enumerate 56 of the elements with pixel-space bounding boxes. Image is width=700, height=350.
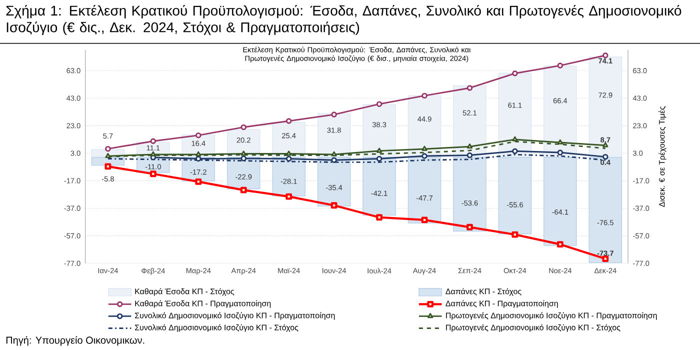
point (421, 216, 428, 224)
point (196, 132, 202, 138)
point (150, 151, 156, 156)
point (286, 118, 292, 124)
point (557, 62, 564, 68)
legend-label: Δαπάνες ΚΠ - Στόχος (446, 288, 522, 296)
point (240, 156, 246, 162)
legend-label: Πρωτογενές Δημοσιονομικό Ισοζύγιο ΚΠ - Πραγματοποίηση (446, 312, 657, 320)
point (512, 148, 518, 154)
point (376, 214, 382, 221)
y2-axis-title: Δισεκ. € σε Τρέχουσες Τιμές (658, 106, 666, 207)
text: Πηγή: Υπουργείο Οικονομικών. (6, 336, 144, 346)
point (376, 101, 382, 107)
point (240, 124, 246, 130)
point (331, 112, 337, 118)
point (602, 52, 608, 58)
point (331, 151, 337, 156)
point (105, 146, 111, 152)
point (466, 143, 473, 149)
point (512, 231, 518, 238)
point (422, 153, 428, 159)
legend-label: Καθαρά Έσοδα ΚΠ - Πραγματοποίηση (135, 300, 271, 308)
legend-label: Καθαρά Έσοδα ΚΠ - Στόχος (135, 288, 234, 296)
point (150, 170, 156, 178)
point (466, 224, 473, 230)
legend-label: Συνολικό Δημοσιονομικό Ισοζύγιο ΚΠ - Στόχος (135, 324, 298, 332)
point (512, 70, 518, 76)
point (602, 154, 608, 160)
point (195, 178, 202, 185)
point (602, 142, 608, 148)
point (286, 156, 292, 162)
legend-label: Δαπάνες ΚΠ - Πραγματοποίηση (446, 300, 558, 308)
point (196, 151, 202, 156)
legend-label: Πρωτογενές Δημοσιονομικό Ισοζύγιο ΚΠ - Στόχος (446, 324, 620, 332)
point (150, 138, 156, 144)
point (602, 256, 609, 262)
point (422, 146, 428, 151)
point (466, 85, 473, 91)
chart-title: Σχήμα 1: Εκτέλεση Κρατικού Προϋπολογισμού: Έσοδα, Δαπάνες, Συνολικό και Πρωτογενές Δημοσιονομικό Ισοζύγιο (€ δις., Δεκ. 2024, Στόχοι & Πραγματοποιήσεις) (6, 4, 682, 36)
point (422, 92, 428, 99)
point (466, 152, 473, 158)
point (196, 156, 202, 162)
point (556, 241, 564, 248)
point (104, 163, 112, 170)
point (240, 186, 247, 194)
point (330, 202, 338, 209)
point (376, 148, 382, 153)
point (557, 139, 563, 144)
legend-label: Συνολικό Δημοσιονομικό Ισοζύγιο ΚΠ - Πραγματοποίηση (135, 312, 335, 320)
point (376, 156, 382, 162)
point (557, 150, 564, 156)
point (105, 152, 111, 158)
point (286, 193, 292, 200)
point (240, 150, 246, 156)
point (512, 136, 518, 142)
point (331, 157, 337, 163)
